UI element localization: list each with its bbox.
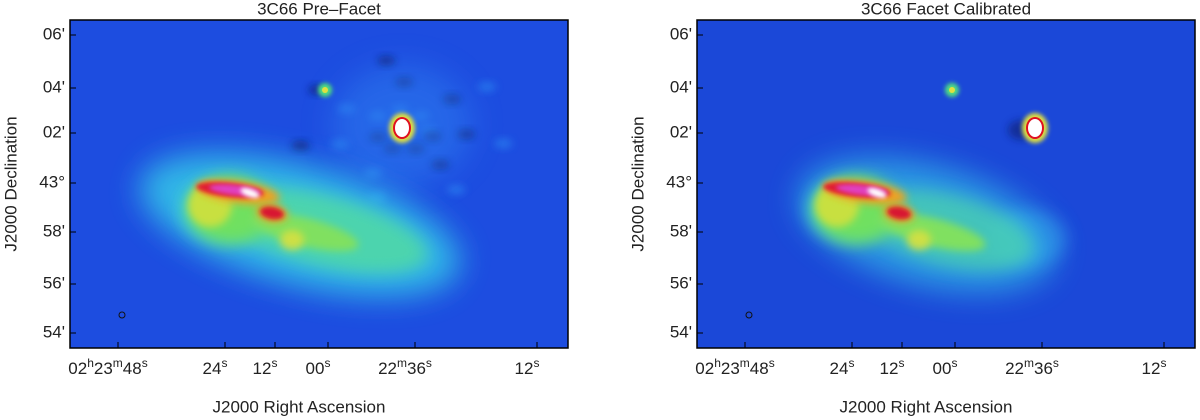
x-tick-label: 12s [1142, 356, 1167, 378]
source [1026, 117, 1044, 139]
artifact [291, 140, 310, 151]
x-tick-label: 02h23m48s [68, 356, 147, 378]
y-tick-label: 06' [670, 24, 692, 43]
y-tick-label: 58' [43, 221, 65, 240]
y-tick-label: 06' [43, 24, 65, 43]
artifact [447, 184, 466, 195]
emission [949, 87, 955, 93]
image-panel [70, 20, 568, 348]
emission [887, 206, 911, 220]
x-tick-label: 00s [933, 356, 958, 378]
artifact [477, 81, 496, 92]
y-axis-label: J2000 Declination [628, 116, 647, 251]
source [393, 117, 411, 139]
y-axis-label: J2000 Declination [1, 116, 20, 251]
y-tick-label: 43° [39, 172, 65, 191]
x-tick-label: 12s [515, 356, 540, 378]
y-tick-label: 56' [43, 273, 65, 292]
emission [907, 230, 931, 250]
y-tick-label: 54' [43, 322, 65, 341]
y-tick-label: 02' [670, 122, 692, 141]
beam [118, 311, 126, 319]
panel-title: 3C66 Facet Calibrated [861, 0, 1031, 18]
x-tick-label: 22m36s [1005, 356, 1059, 378]
y-tick-label: 04' [670, 77, 692, 96]
y-tick-label: 43° [666, 172, 692, 191]
y-tick-label: 02' [43, 122, 65, 141]
x-tick-label: 24s [830, 356, 855, 378]
artifact [494, 138, 513, 149]
emission [260, 206, 284, 220]
panel-title: 3C66 Pre–Facet [257, 0, 381, 18]
frame [696, 19, 1196, 349]
emission [280, 230, 304, 250]
beam [745, 311, 753, 319]
x-tick-label: 12s [253, 356, 278, 378]
x-tick-label: 24s [203, 356, 228, 378]
image-panel [697, 20, 1195, 348]
y-tick-label: 58' [670, 221, 692, 240]
x-axis-label: J2000 Right Ascension [213, 397, 386, 416]
emission [867, 187, 887, 199]
y-tick-label: 56' [670, 273, 692, 292]
artifact [377, 55, 396, 66]
y-tick-label: 04' [43, 77, 65, 96]
emission [240, 187, 260, 199]
emission [322, 87, 328, 93]
y-tick-label: 54' [670, 322, 692, 341]
emission [251, 212, 359, 252]
x-tick-label: 00s [306, 356, 331, 378]
frame [69, 19, 569, 349]
emission [878, 212, 986, 252]
x-tick-label: 22m36s [378, 356, 432, 378]
x-tick-label: 02h23m48s [695, 356, 774, 378]
x-tick-label: 12s [880, 356, 905, 378]
x-axis-label: J2000 Right Ascension [840, 397, 1013, 416]
